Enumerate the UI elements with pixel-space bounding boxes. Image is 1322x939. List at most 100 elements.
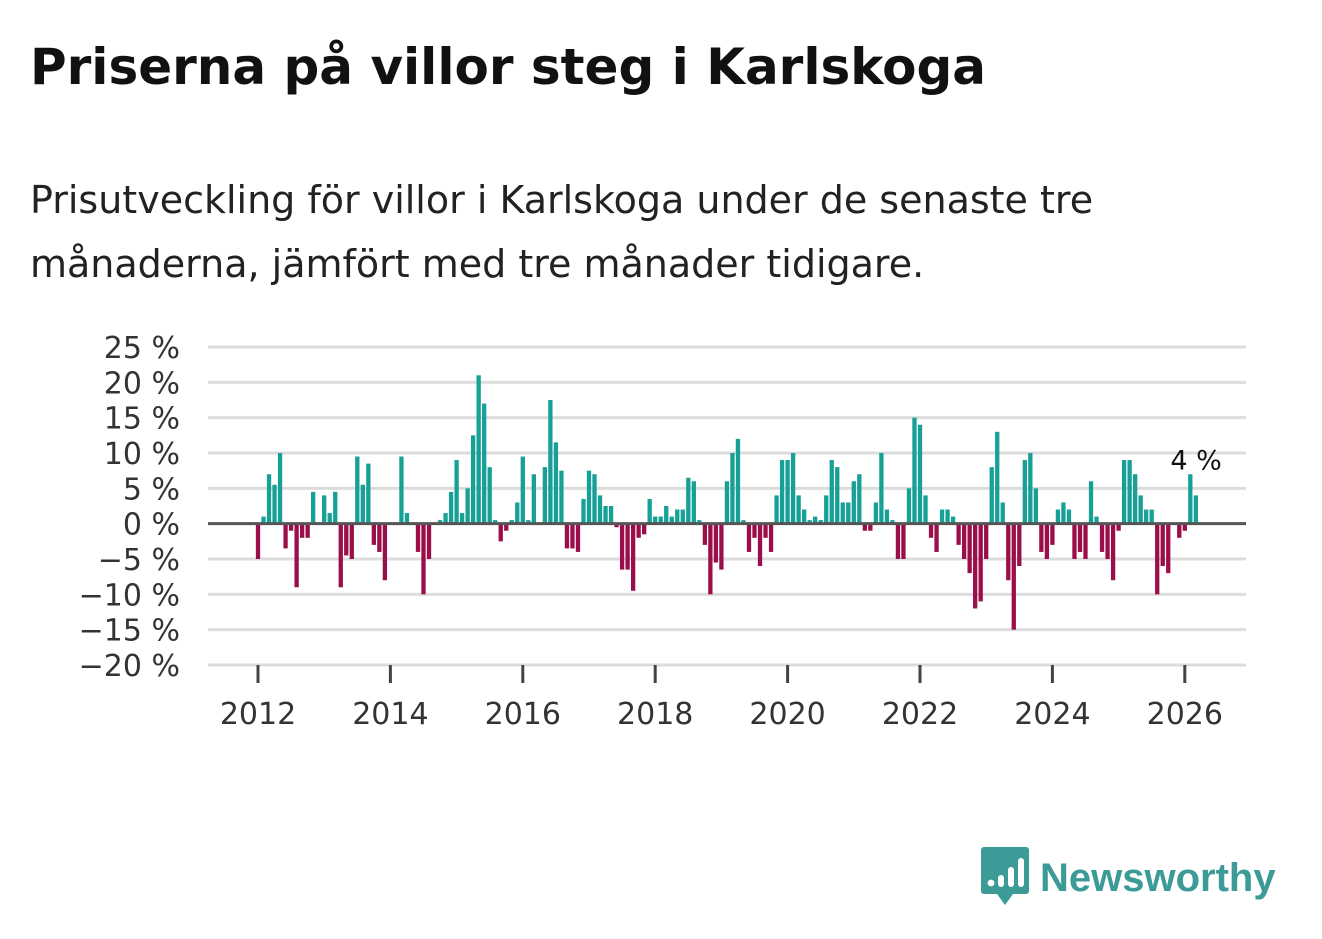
bar — [658, 516, 663, 524]
bar — [642, 523, 647, 535]
bar — [978, 523, 983, 602]
bar — [757, 523, 763, 567]
bar — [1166, 523, 1171, 574]
y-axis-ticks: 25 %20 %15 %10 %5 %0 %−5 %−10 %−15 %−20 … — [79, 331, 180, 684]
newsworthy-brand[interactable]: Newsworthy — [980, 845, 1276, 911]
bar — [333, 491, 338, 524]
y-tick-label: 15 % — [104, 402, 180, 437]
bar — [277, 453, 283, 524]
bar — [1149, 509, 1154, 524]
bar — [647, 498, 652, 524]
bar — [421, 523, 426, 595]
bar — [774, 495, 779, 524]
bar — [1116, 523, 1121, 531]
bar — [548, 400, 553, 524]
bar — [608, 506, 614, 524]
bar — [1028, 453, 1033, 524]
bar — [515, 502, 520, 524]
x-axis-ticks: 2012 2014 2016 2018 2020 2022 2024 2026 — [220, 665, 1223, 732]
bar — [1121, 460, 1127, 524]
bar — [1011, 523, 1016, 630]
bar — [459, 513, 465, 524]
x-tick-label: 2018 — [617, 697, 693, 732]
bar — [355, 456, 360, 524]
bar — [349, 523, 354, 559]
bar — [399, 456, 404, 524]
bar — [950, 516, 956, 524]
bar — [1138, 495, 1143, 524]
bar — [338, 523, 343, 588]
bar — [956, 523, 961, 545]
bar — [1061, 502, 1066, 524]
bar — [675, 509, 680, 524]
bar — [735, 438, 741, 524]
bar — [327, 513, 332, 524]
bar — [443, 513, 448, 524]
bar — [553, 442, 559, 524]
bar — [680, 509, 685, 524]
bar — [311, 491, 316, 524]
bar — [448, 491, 454, 524]
bar — [768, 523, 774, 552]
bar — [752, 523, 757, 538]
bar — [360, 484, 365, 524]
bar — [526, 520, 531, 524]
bar — [686, 477, 691, 524]
bar — [1155, 523, 1160, 595]
last-value-label: 4 % — [1170, 445, 1221, 476]
annotations: 4 % — [1170, 445, 1221, 476]
bar — [995, 431, 1000, 524]
bar — [973, 523, 978, 609]
bar — [702, 523, 708, 545]
bar — [1105, 523, 1110, 559]
bar — [901, 523, 906, 559]
bar — [592, 474, 597, 524]
chart-title: Priserna på villor steg i Karlskoga — [30, 38, 987, 96]
bar — [801, 509, 807, 524]
y-tick-label: 10 % — [104, 437, 180, 472]
bar — [664, 506, 669, 524]
y-tick-label: −15 % — [79, 614, 180, 649]
bar — [283, 523, 288, 549]
bar — [509, 520, 514, 524]
y-tick-label: 0 % — [123, 508, 180, 543]
bar — [691, 481, 696, 524]
bar — [923, 495, 928, 524]
bar — [1160, 523, 1165, 567]
bar — [344, 523, 349, 556]
bar — [465, 488, 470, 524]
bar — [261, 516, 266, 524]
bar — [564, 523, 570, 549]
bar — [851, 481, 856, 524]
x-tick-label: 2024 — [1014, 697, 1090, 732]
bar — [934, 523, 939, 552]
bar — [1077, 523, 1083, 552]
bar — [299, 523, 305, 538]
bar — [763, 523, 768, 538]
bar — [796, 495, 801, 524]
bar — [1022, 460, 1027, 524]
bar — [493, 520, 498, 524]
y-tick-label: 25 % — [104, 331, 180, 366]
bar — [785, 460, 790, 524]
bar — [619, 523, 625, 570]
chart-subtitle: Prisutveckling för villor i Karlskoga un… — [30, 178, 1094, 286]
bar — [575, 523, 581, 552]
y-tick-label: −10 % — [79, 578, 180, 613]
bar — [1110, 523, 1116, 581]
bar — [824, 495, 829, 524]
bar — [989, 467, 994, 524]
y-tick-label: 5 % — [123, 472, 180, 507]
bar — [476, 375, 481, 524]
bar — [288, 523, 294, 531]
bar — [1132, 474, 1138, 524]
bar — [1182, 523, 1187, 531]
x-tick-label: 2012 — [220, 697, 296, 732]
newsworthy-logo-icon — [980, 845, 1030, 911]
bar — [437, 520, 443, 524]
bar — [1000, 502, 1005, 524]
bar — [713, 523, 719, 563]
bar — [382, 523, 388, 581]
bar — [724, 481, 730, 524]
